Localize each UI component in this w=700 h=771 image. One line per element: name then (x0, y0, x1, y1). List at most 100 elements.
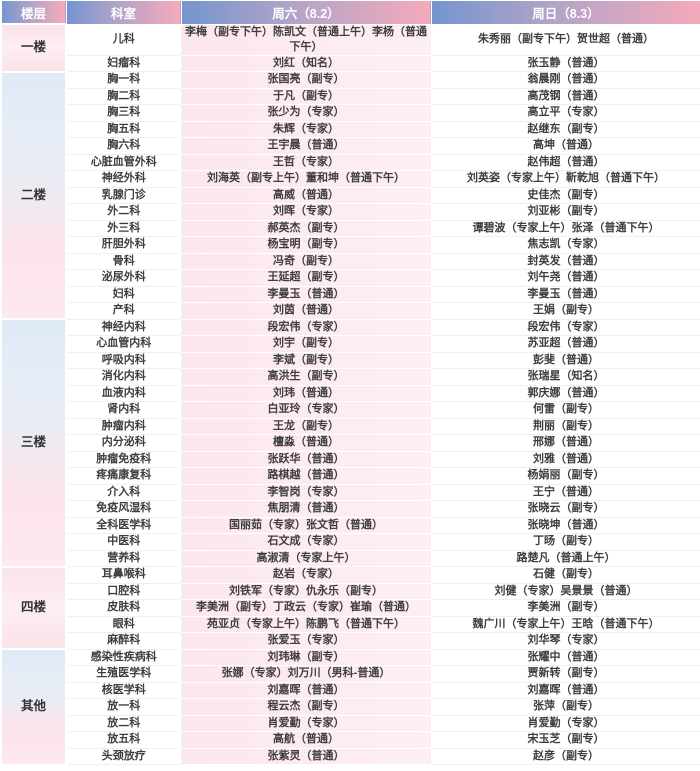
table-row: 免疫风湿科 焦朋清（普通） 张晓云（副专） (1, 500, 700, 518)
sunday-cell: 史佳杰（副专） (430, 186, 700, 204)
department-cell: 神经内科 (65, 318, 182, 336)
header-sunday: 周日（8.3） (430, 0, 700, 25)
table-row: 心脏血管外科 王哲（专家） 赵伟超（普通） (1, 153, 700, 171)
table-row: 血液内科 刘玮（普通） 郭庆娜（普通） (1, 384, 700, 402)
table-row: 肿瘤免疫科 张跃华（普通） 刘雅（普通） (1, 450, 700, 468)
table-row: 消化内科 高洪生（副专） 张瑞星（知名） (1, 368, 700, 386)
floor-cell: 三楼 (0, 318, 67, 568)
sunday-cell: 焦志凯（专家） (430, 236, 700, 254)
department-cell: 儿科 (65, 23, 182, 56)
saturday-cell: 张爱玉（专家） (180, 632, 432, 650)
table-row: 胸三科 张少为（专家） 高立平（专家） (1, 104, 700, 122)
sunday-cell: 刘午尧（普通） (430, 269, 700, 287)
table-row: 营养科 高淑清（专家上午） 路楚凡（普通上午） (1, 549, 700, 567)
table-row: 胸二科 于凡（副专） 高茂钢（普通） (1, 87, 700, 105)
table-row: 妇瘤科 刘红（知名） 张玉静（普通） (1, 54, 700, 72)
saturday-cell: 张紫灵（普通） (180, 747, 432, 765)
department-cell: 消化内科 (65, 368, 182, 386)
saturday-cell: 刘茵（普通） (180, 302, 432, 320)
sunday-cell: 李美洲（副专） (430, 599, 700, 617)
sunday-cell: 李曼玉（普通） (430, 285, 700, 303)
saturday-cell: 高航（普通） (180, 731, 432, 749)
table-row: 二楼 胸一科 张国亮（副专） 翁晨刚（普通） (0, 70, 700, 320)
table-row: 外二科 刘晖（专家） 刘亚彬（副专） (1, 203, 700, 221)
saturday-cell: 焦朋清（普通） (180, 500, 432, 518)
department-cell: 放一科 (65, 698, 182, 716)
sunday-cell: 封英发（普通） (430, 252, 700, 270)
department-cell: 放五科 (65, 731, 182, 749)
department-cell: 放二科 (65, 714, 182, 732)
sunday-cell: 谭碧波（专家上午）张泽（普通下午） (430, 219, 700, 237)
saturday-cell: 檀淼（普通） (180, 434, 432, 452)
sunday-cell: 刘健（专家）吴景景（普通） (430, 582, 700, 600)
sunday-cell: 张耀中（普通） (430, 648, 700, 666)
saturday-cell: 王宇晨（普通） (180, 137, 432, 155)
saturday-cell: 刘海英（副专上午）董和坤（普通下午） (180, 170, 432, 188)
department-cell: 眼科 (65, 615, 182, 633)
department-cell: 血液内科 (65, 384, 182, 402)
saturday-cell: 刘铁军（专家）仇永乐（副专） (180, 582, 432, 600)
saturday-cell: 李智岗（专家） (180, 483, 432, 501)
sunday-cell: 张晓云（副专） (430, 500, 700, 518)
department-cell: 介入科 (65, 483, 182, 501)
table-row: 产科 刘茵（普通） 王娟（副专） (1, 302, 700, 320)
table-row: 肿瘤内科 王龙（副专） 荆丽（副专） (1, 417, 700, 435)
saturday-cell: 冯奇（副专） (180, 252, 432, 270)
table-row: 其他 感染性疾病科 刘玮琳（副专） 张耀中（普通） (0, 648, 700, 766)
sunday-cell: 路楚凡（普通上午） (430, 549, 700, 567)
saturday-cell: 白亚玲（专家） (180, 401, 432, 419)
saturday-cell: 张国亮（副专） (180, 71, 432, 89)
saturday-cell: 李梅（副专下午）陈凯文（普通上午）李杨（普通下午） (180, 23, 432, 56)
header-floor: 楼层 (0, 0, 67, 25)
sunday-cell: 赵继东（副专） (430, 120, 700, 138)
sunday-cell: 贾新转（副专） (430, 665, 700, 683)
department-cell: 胸二科 (65, 87, 182, 105)
department-cell: 胸一科 (65, 71, 182, 89)
table-row: 疼痛康复科 路棋越（普通） 杨娟丽（副专） (1, 467, 700, 485)
saturday-cell: 刘嘉晖（普通） (180, 681, 432, 699)
department-cell: 全科医学科 (65, 516, 182, 534)
department-cell: 产科 (65, 302, 182, 320)
sunday-cell: 邢娜（普通） (430, 434, 700, 452)
department-cell: 心血管内科 (65, 335, 182, 353)
department-cell: 核医学科 (65, 681, 182, 699)
department-cell: 肿瘤免疫科 (65, 450, 182, 468)
saturday-cell: 苑亚贞（专家上午）陈鹏飞（普通下午） (180, 615, 432, 633)
sunday-cell: 高立平（专家） (430, 104, 700, 122)
sunday-cell: 郭庆娜（普通） (430, 384, 700, 402)
department-cell: 神经外科 (65, 170, 182, 188)
saturday-cell: 高淑清（专家上午） (180, 549, 432, 567)
sunday-cell: 石健（副专） (430, 566, 700, 584)
saturday-cell: 王龙（副专） (180, 417, 432, 435)
table-row: 肝胆外科 杨宝明（副专） 焦志凯（专家） (1, 236, 700, 254)
department-cell: 心脏血管外科 (65, 153, 182, 171)
table-row: 胸六科 王宇晨（普通） 高坤（普通） (1, 137, 700, 155)
saturday-cell: 张娜（专家）刘万川（男科-普通） (180, 665, 432, 683)
table-row: 肾内科 白亚玲（专家） 何雷（副专） (1, 401, 700, 419)
table-row: 放五科 高航（普通） 宋玉芝（副专） (1, 731, 700, 749)
table-row: 头颈放疗 张紫灵（普通） 赵彦（副专） (1, 747, 700, 765)
department-cell: 肿瘤内科 (65, 417, 182, 435)
saturday-cell: 国丽茹（专家）张文哲（普通） (180, 516, 432, 534)
sunday-cell: 荆丽（副专） (430, 417, 700, 435)
table-row: 中医科 石文成（专家） 丁旸（副专） (1, 533, 700, 551)
saturday-cell: 刘宇（副专） (180, 335, 432, 353)
saturday-cell: 李斌（副专） (180, 351, 432, 369)
department-cell: 胸五科 (65, 120, 182, 138)
saturday-cell: 杨宝明（副专） (180, 236, 432, 254)
table-row: 眼科 苑亚贞（专家上午）陈鹏飞（普通下午） 魏广川（专家上午）王晗（普通下午） (1, 615, 700, 633)
table-row: 皮肤科 李美洲（副专）丁政云（专家）崔瑜（普通） 李美洲（副专） (1, 599, 700, 617)
table-row: 介入科 李智岗（专家） 王宁（普通） (1, 483, 700, 501)
table-row: 心血管内科 刘宇（副专） 苏亚超（普通） (1, 335, 700, 353)
saturday-cell: 高威（普通） (180, 186, 432, 204)
schedule-body: 一楼 儿科 李梅（副专下午）陈凯文（普通上午）李杨（普通下午） 朱秀丽（副专下午）贺世… (0, 23, 700, 766)
department-cell: 妇科 (65, 285, 182, 303)
sunday-cell: 赵彦（副专） (430, 747, 700, 765)
department-cell: 胸六科 (65, 137, 182, 155)
table-row: 泌尿外科 王延超（副专） 刘午尧（普通） (1, 269, 700, 287)
table-row: 全科医学科 国丽茹（专家）张文哲（普通） 张晓坤（普通） (1, 516, 700, 534)
department-cell: 生殖医学科 (65, 665, 182, 683)
header-row: 楼层 科室 周六（8.2） 周日（8.3） (0, 0, 700, 25)
table-row: 麻醉科 张爱玉（专家） 刘华琴（专家） (1, 632, 700, 650)
department-cell: 胸三科 (65, 104, 182, 122)
